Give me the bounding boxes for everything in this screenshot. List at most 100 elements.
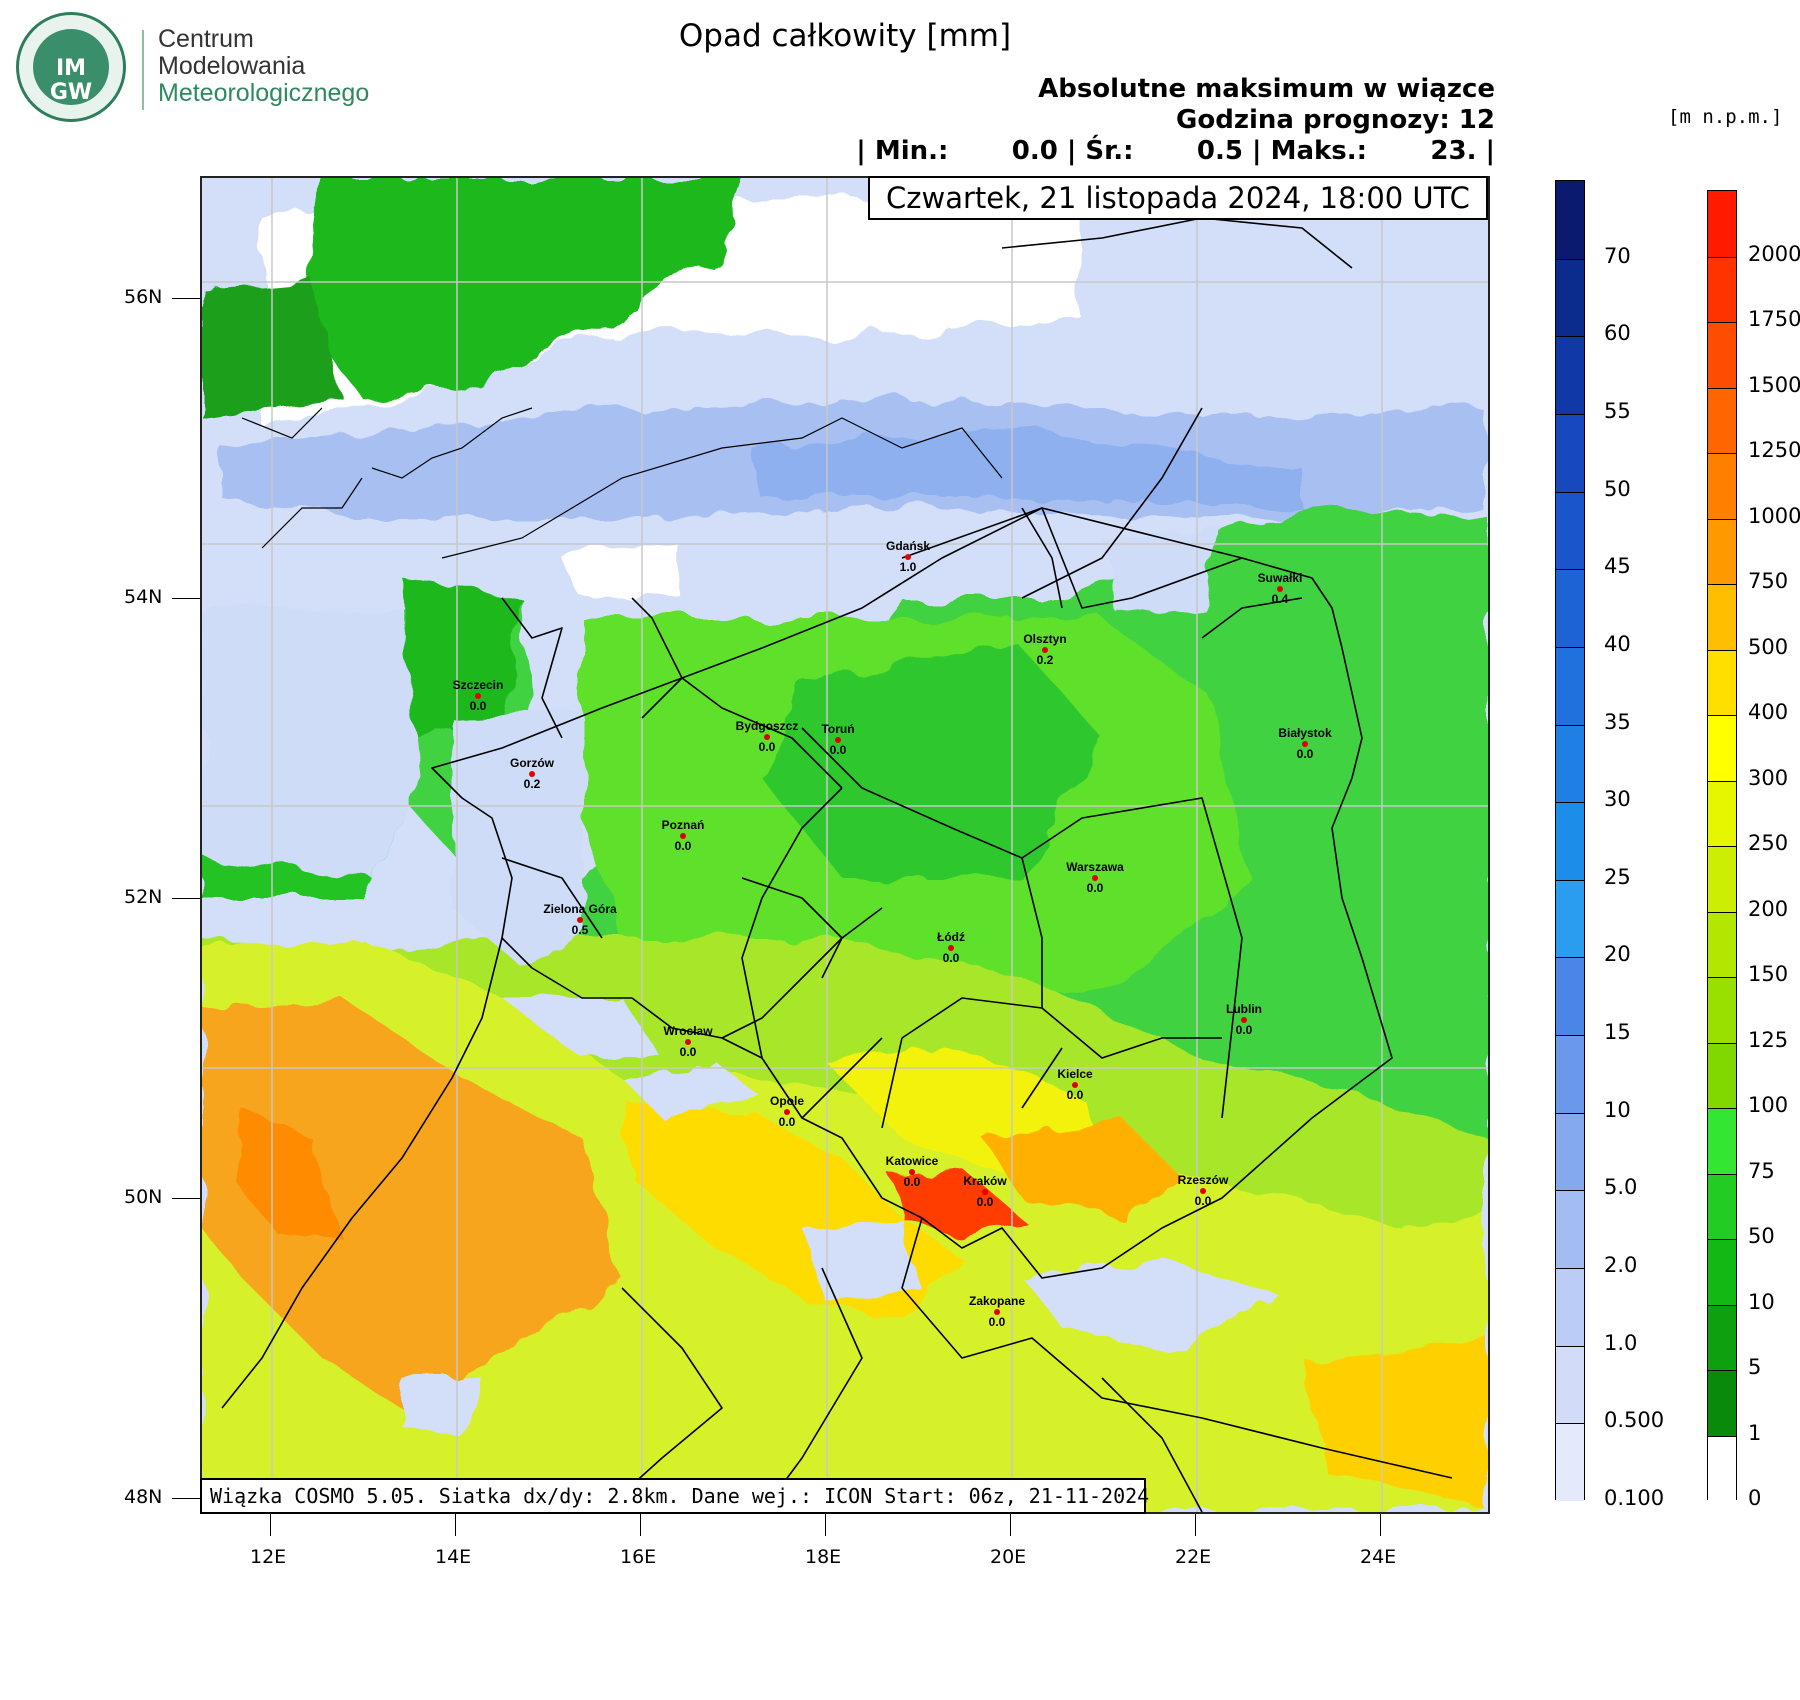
colorbar-segment — [1708, 649, 1736, 715]
lon-tick-mark — [825, 1514, 826, 1536]
lon-tick-label: 16E — [620, 1546, 657, 1568]
city-dot — [994, 1309, 1000, 1315]
colorbar-label: 200 — [1748, 896, 1789, 921]
logo-line-2: Modelowania — [158, 52, 306, 80]
logo-divider — [142, 30, 144, 110]
city-dot — [1277, 586, 1283, 592]
city-marker: Opole 0.0 — [747, 1095, 827, 1129]
colorbar-segment — [1556, 413, 1584, 492]
city-value: 0.0 — [758, 740, 776, 754]
city-name: Zielona Góra — [543, 902, 617, 916]
colorbar-segment — [1708, 453, 1736, 519]
city-marker: Białystok 0.0 — [1265, 727, 1345, 761]
logo-text: Centrum Modelowania Meteorologicznego — [158, 26, 369, 107]
colorbar-label: 1 — [1748, 1420, 1762, 1445]
city-name: Wrocław — [663, 1024, 713, 1038]
city-name: Toruń — [821, 722, 855, 736]
colorbar-segment — [1556, 802, 1584, 880]
city-dot — [1241, 1017, 1247, 1023]
colorbar-segment — [1708, 584, 1736, 650]
city-dot — [948, 945, 954, 951]
colorbar-segment — [1556, 646, 1584, 725]
precipitation-map: Gdańsk 1.0 Suwałki 0.4 Olsztyn 0.2 Szczecin 0.0… — [200, 176, 1490, 1514]
city-name: Łódź — [937, 930, 965, 944]
city-dot — [577, 917, 583, 923]
colorbar-segment — [1556, 258, 1584, 337]
colorbar-label: 100 — [1748, 1093, 1789, 1117]
city-marker: Toruń 0.0 — [798, 723, 878, 757]
city-name: Lublin — [1226, 1002, 1262, 1016]
colorbar-segment — [1708, 846, 1736, 912]
colorbar-label: 30 — [1604, 787, 1631, 812]
colorbar-label: 750 — [1748, 569, 1789, 593]
city-value: 0.0 — [674, 839, 692, 853]
info-line-1: Absolutne maksimum w wiązce — [1038, 74, 1495, 104]
colorbar-label: 5.0 — [1604, 1175, 1638, 1200]
colorbar-label: 35 — [1604, 709, 1631, 734]
city-value: 0.0 — [679, 1045, 697, 1059]
terrain-colorbar — [1707, 190, 1737, 1501]
colorbar-segment — [1556, 879, 1584, 958]
colorbar-segment — [1556, 1112, 1584, 1191]
city-dot — [1302, 741, 1308, 747]
colorbar-label: 75 — [1748, 1158, 1775, 1183]
colorbar-label: 1000 — [1748, 503, 1800, 528]
colorbar-label: 250 — [1748, 831, 1789, 855]
lat-tick-mark — [172, 598, 200, 599]
lat-tick-label: 50N — [124, 1186, 163, 1208]
colorbar-label: 150 — [1748, 962, 1789, 986]
colorbar-label: 0 — [1748, 1486, 1762, 1510]
colorbar-label: 25 — [1604, 864, 1631, 889]
colorbar-label: 400 — [1748, 700, 1789, 724]
city-marker: Poznań 0.0 — [643, 819, 723, 853]
city-marker: Bydgoszcz 0.0 — [727, 720, 807, 754]
colorbar-segment — [1708, 715, 1736, 781]
logo-mark-bottom: GW — [49, 80, 93, 105]
city-marker: Gdańsk 1.0 — [868, 540, 948, 574]
colorbar-segment — [1708, 977, 1736, 1043]
city-value: 0.0 — [942, 951, 960, 965]
city-value: 0.4 — [1271, 592, 1289, 606]
city-dot — [764, 734, 770, 740]
lat-tick-mark — [172, 1498, 200, 1499]
colorbar-segment — [1708, 1173, 1736, 1239]
lon-tick-label: 14E — [435, 1546, 472, 1568]
colorbar-segment — [1556, 1268, 1584, 1346]
city-name: Suwałki — [1257, 571, 1303, 585]
lat-tick-mark — [172, 298, 200, 299]
city-value: 0.0 — [1194, 1194, 1212, 1208]
logo-mark-top: IM — [55, 56, 87, 81]
city-value: 0.0 — [1296, 747, 1314, 761]
city-marker: Olsztyn 0.2 — [1005, 633, 1085, 667]
city-dot — [475, 693, 481, 699]
colorbar-label: 1250 — [1748, 438, 1800, 462]
colorbar-segment — [1708, 322, 1736, 388]
colorbar-label: 1.0 — [1604, 1330, 1638, 1355]
model-info-footer: Wiązka COSMO 5.05. Siatka dx/dy: 2.8km. … — [200, 1478, 1149, 1514]
lat-tick-label: 48N — [124, 1486, 163, 1508]
imgw-logo: IM GW Centrum Modelowania Meteorologiczn… — [10, 10, 380, 122]
colorbar-label: 45 — [1604, 554, 1631, 579]
colorbar-segment — [1708, 1304, 1736, 1370]
colorbar-segment — [1708, 256, 1736, 322]
colorbar-label: 15 — [1604, 1020, 1631, 1045]
colorbar-segment — [1556, 1190, 1584, 1269]
lon-tick-label: 12E — [250, 1546, 287, 1568]
colorbar-label: 10 — [1604, 1097, 1631, 1122]
colorbar-label: 300 — [1748, 765, 1789, 790]
colorbar-label: 55 — [1604, 398, 1631, 423]
city-marker: Kraków 0.0 — [945, 1175, 1025, 1209]
city-marker: Kielce 0.0 — [1035, 1068, 1115, 1102]
city-dot — [909, 1169, 915, 1175]
colorbar-label: 60 — [1604, 321, 1631, 346]
colorbar-segment — [1708, 1108, 1736, 1174]
colorbar-segment — [1708, 1435, 1736, 1501]
city-dot — [1092, 875, 1098, 881]
city-dot — [1200, 1188, 1206, 1194]
city-name: Rzeszów — [1177, 1173, 1229, 1187]
city-dot — [680, 833, 686, 839]
lon-tick-mark — [640, 1514, 641, 1536]
colorbar-label: 50 — [1748, 1224, 1775, 1248]
colorbar-segment — [1556, 1345, 1584, 1424]
lon-tick-mark — [1380, 1514, 1381, 1536]
